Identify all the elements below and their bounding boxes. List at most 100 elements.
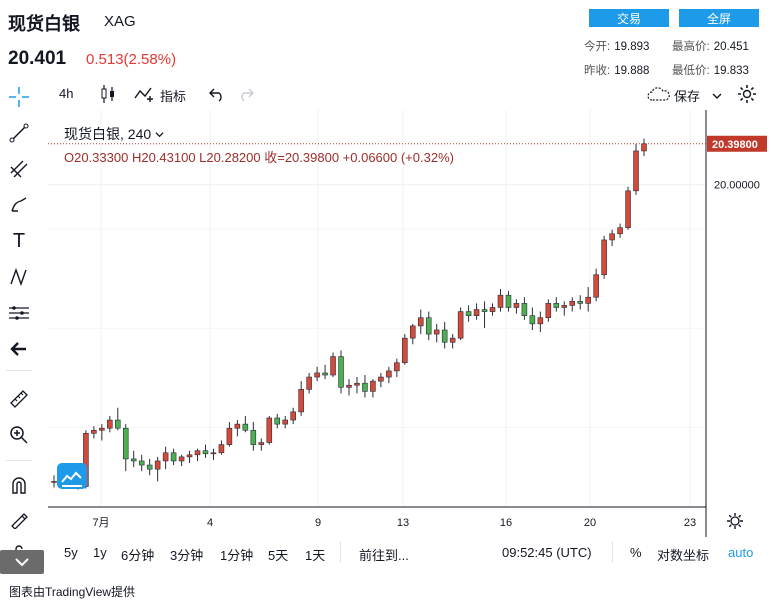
candle bbox=[505, 291, 512, 312]
candle-body bbox=[107, 419, 113, 429]
candle bbox=[162, 446, 169, 470]
candle bbox=[410, 323, 416, 345]
legend-title[interactable]: 现货白银, 240 bbox=[64, 124, 164, 144]
candle-body bbox=[170, 452, 177, 462]
candle bbox=[170, 448, 177, 466]
candle-body bbox=[242, 423, 249, 431]
candle-body bbox=[545, 303, 552, 319]
ruler-icon[interactable] bbox=[6, 386, 32, 412]
candle bbox=[465, 305, 472, 322]
chevron-down-icon[interactable] bbox=[712, 88, 722, 106]
candle-body bbox=[378, 376, 384, 382]
candle-body bbox=[417, 317, 424, 327]
range-5d[interactable]: 5天 bbox=[268, 548, 289, 563]
price-change: 0.513(2.58%) bbox=[86, 51, 177, 68]
candle bbox=[449, 334, 456, 349]
axis-settings-icon bbox=[727, 513, 743, 529]
candle bbox=[473, 303, 480, 320]
trend-line-icon[interactable] bbox=[6, 120, 32, 146]
candle bbox=[481, 301, 488, 328]
auto-scale-toggle[interactable]: auto bbox=[728, 545, 754, 560]
last-price-box bbox=[707, 135, 767, 152]
range-5y[interactable]: 5y bbox=[64, 545, 78, 560]
save-button[interactable]: 保存 bbox=[674, 89, 701, 104]
candle bbox=[130, 450, 137, 468]
candle-body bbox=[218, 444, 225, 454]
candle bbox=[370, 379, 376, 398]
candle-body bbox=[633, 150, 639, 192]
fullscreen-button[interactable]: 全屏 bbox=[679, 9, 759, 27]
fib-tool-icon[interactable] bbox=[6, 156, 32, 182]
candle bbox=[625, 186, 631, 230]
prediction-icon[interactable] bbox=[6, 300, 32, 326]
candle bbox=[138, 454, 145, 472]
candle-body bbox=[497, 294, 504, 308]
chart-grid bbox=[48, 110, 706, 507]
candle bbox=[609, 229, 615, 247]
tradingview-logo-icon bbox=[57, 463, 87, 489]
magnet-icon[interactable] bbox=[6, 472, 32, 498]
candle bbox=[298, 381, 304, 416]
candle-body bbox=[617, 227, 623, 235]
price-chart[interactable]: 20.00000 20.39800 7月 4 9 13 16 20 23 bbox=[48, 110, 771, 537]
range-6min[interactable]: 6分钟 bbox=[121, 548, 155, 563]
brush-icon[interactable] bbox=[6, 192, 32, 218]
tradingview-credit[interactable]: 图表由TradingView提供 bbox=[9, 585, 136, 599]
candle bbox=[457, 307, 464, 341]
candle bbox=[521, 297, 528, 320]
interval-button[interactable]: 4h bbox=[59, 86, 74, 101]
candle bbox=[402, 334, 408, 365]
candle bbox=[330, 352, 336, 378]
candle-body bbox=[298, 389, 304, 413]
collapse-toolbar-button[interactable] bbox=[0, 550, 44, 574]
candle bbox=[234, 420, 241, 437]
chart-axes: 20.00000 20.39800 7月 4 9 13 16 20 23 bbox=[48, 110, 767, 537]
text-tool-icon[interactable]: T bbox=[12, 229, 26, 252]
gear-icon[interactable] bbox=[736, 83, 758, 110]
candles bbox=[51, 138, 647, 490]
candle bbox=[354, 377, 360, 394]
candle bbox=[274, 413, 281, 429]
candle-body bbox=[91, 429, 97, 434]
stat-open: 今开: 19.893 bbox=[584, 41, 650, 53]
range-1min[interactable]: 1分钟 bbox=[220, 548, 254, 563]
range-1y[interactable]: 1y bbox=[93, 545, 107, 560]
candle bbox=[242, 415, 249, 433]
back-arrow-icon[interactable] bbox=[6, 336, 32, 362]
candle bbox=[306, 372, 312, 394]
stat-high: 最高价: 20.451 bbox=[672, 41, 749, 53]
candle-body bbox=[115, 419, 121, 429]
trade-button[interactable]: 交易 bbox=[589, 9, 669, 27]
candle-style-icon[interactable] bbox=[100, 84, 116, 109]
candle-body bbox=[146, 464, 153, 470]
candle bbox=[553, 297, 560, 312]
lock-drawing-icon[interactable] bbox=[6, 506, 32, 532]
log-scale-toggle[interactable]: 对数坐标 bbox=[657, 548, 710, 563]
candle-body bbox=[577, 301, 583, 304]
goto-date-button[interactable]: 前往到... bbox=[359, 548, 409, 563]
candle bbox=[346, 379, 352, 396]
candle-body bbox=[306, 376, 312, 390]
candle bbox=[210, 448, 217, 460]
candle-body bbox=[489, 307, 496, 312]
redo-icon[interactable] bbox=[237, 86, 255, 107]
indicators-button[interactable]: 指标 bbox=[160, 89, 187, 104]
pattern-icon[interactable] bbox=[6, 264, 32, 290]
candle-body bbox=[362, 382, 368, 392]
range-1d[interactable]: 1天 bbox=[305, 548, 326, 563]
indicators-icon[interactable] bbox=[134, 86, 156, 107]
candle-body bbox=[51, 481, 57, 483]
candle bbox=[338, 350, 344, 394]
candle-body bbox=[250, 429, 257, 445]
range-3min[interactable]: 3分钟 bbox=[170, 548, 204, 563]
candle bbox=[258, 438, 265, 451]
cloud-icon[interactable] bbox=[646, 86, 672, 107]
candle-body bbox=[322, 372, 328, 376]
percent-toggle[interactable]: % bbox=[630, 545, 642, 560]
utc-clock[interactable]: 09:52:45 (UTC) bbox=[502, 545, 592, 560]
crosshair-icon[interactable] bbox=[6, 84, 32, 110]
zoom-in-icon[interactable] bbox=[6, 422, 32, 448]
undo-icon[interactable] bbox=[208, 86, 226, 107]
candle bbox=[202, 444, 209, 458]
candle bbox=[417, 309, 424, 335]
